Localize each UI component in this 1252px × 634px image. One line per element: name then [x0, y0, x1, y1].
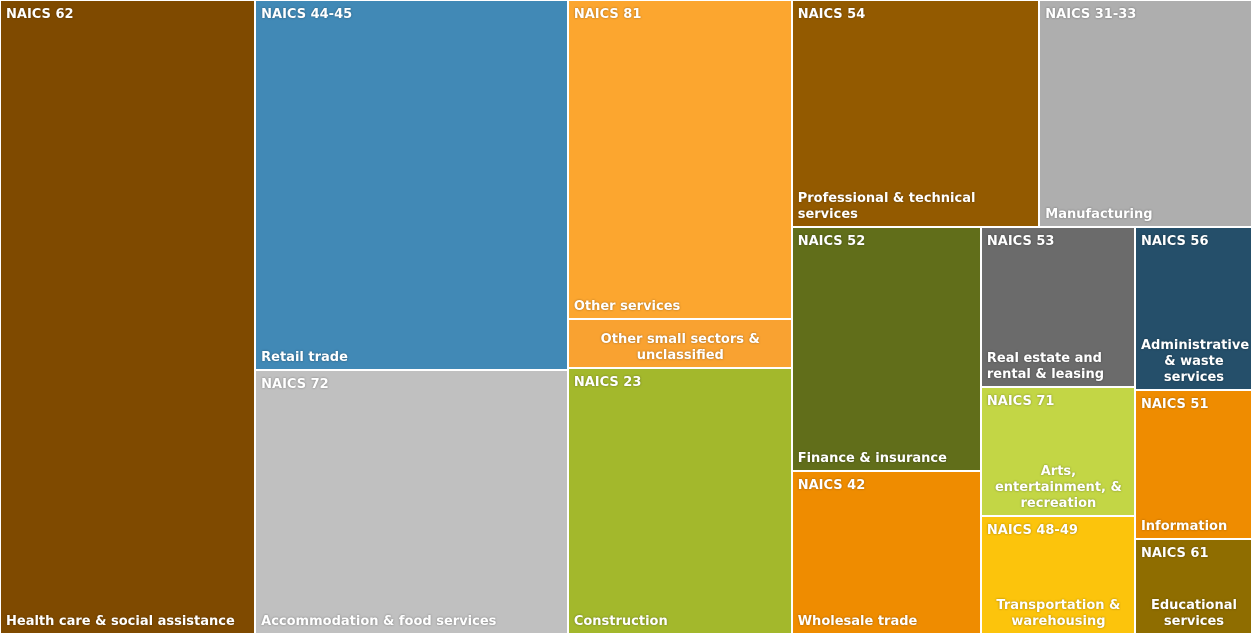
tile-code: NAICS 54 — [797, 7, 866, 22]
tile-code: NAICS 51 — [1140, 397, 1209, 413]
tile-code: NAICS 71 — [986, 393, 1055, 409]
tile: NAICS 61 Educational services — [1134, 539, 1252, 634]
tile-code: NAICS 81 — [573, 7, 642, 22]
tile-label: Health care & social assistance — [6, 614, 235, 629]
tile-label: Wholesale trade — [797, 613, 918, 629]
tile-label: Manufacturing — [1045, 207, 1153, 223]
tile: Other small sectors & unclassified — [567, 318, 792, 369]
tile: NAICS 23 Construction — [567, 368, 792, 634]
tile: NAICS 48-49 Transportation & warehousing — [980, 515, 1135, 634]
tile: NAICS 56 Administrative & waste services — [1134, 227, 1252, 391]
tile-code: NAICS 52 — [797, 234, 866, 250]
tile-label: Construction — [573, 613, 668, 629]
tile-label: Finance & insurance — [797, 450, 947, 466]
tile-code: NAICS 61 — [1140, 546, 1209, 562]
tile: NAICS 44-45 Retail trade — [255, 0, 568, 371]
tile: NAICS 81 Other services — [567, 0, 792, 319]
tile-code: NAICS 44-45 — [261, 7, 353, 22]
tile: NAICS 31-33 Manufacturing — [1039, 0, 1252, 228]
tile: NAICS 54 Professional & technical service… — [791, 0, 1040, 228]
tile-label: Retail trade — [261, 350, 348, 366]
tile-label: Administrative & waste services — [1140, 338, 1250, 386]
tile: NAICS 53 Real estate and rental & leasing — [980, 227, 1135, 387]
tile-label: Accommodation & food services — [261, 613, 497, 629]
tile-label: Information — [1140, 519, 1228, 535]
tile-code: NAICS 31-33 — [1045, 7, 1137, 22]
tile-code: NAICS 48-49 — [986, 522, 1078, 538]
tile: NAICS 71 Arts, entertainment, & recreatio… — [980, 386, 1135, 516]
tile: NAICS 62 Health care & social assistance — [0, 0, 256, 634]
tile-label: Arts, entertainment, & recreation — [994, 463, 1122, 511]
tile-code: NAICS 53 — [986, 234, 1055, 250]
tile: NAICS 72 Accommodation & food services — [255, 370, 568, 634]
tile: NAICS 42 Wholesale trade — [791, 470, 981, 634]
tile-label: Real estate and rental & leasing — [986, 350, 1105, 382]
tile: NAICS 51 Information — [1134, 390, 1252, 540]
tile-code: NAICS 72 — [261, 377, 329, 393]
tile-code: NAICS 23 — [573, 375, 642, 391]
tile-code: NAICS 42 — [797, 477, 866, 493]
tile: NAICS 52 Finance & insurance — [791, 227, 981, 471]
tile-label: Other services — [573, 298, 681, 314]
tile-code: NAICS 62 — [6, 7, 74, 22]
tile-label: Educational services — [1150, 597, 1237, 629]
tile-label: Professional & technical services — [797, 191, 976, 223]
tile-code: NAICS 56 — [1140, 234, 1209, 250]
tile-label: Transportation & warehousing — [996, 597, 1121, 629]
tile-label: Other small sectors & unclassified — [600, 332, 760, 364]
